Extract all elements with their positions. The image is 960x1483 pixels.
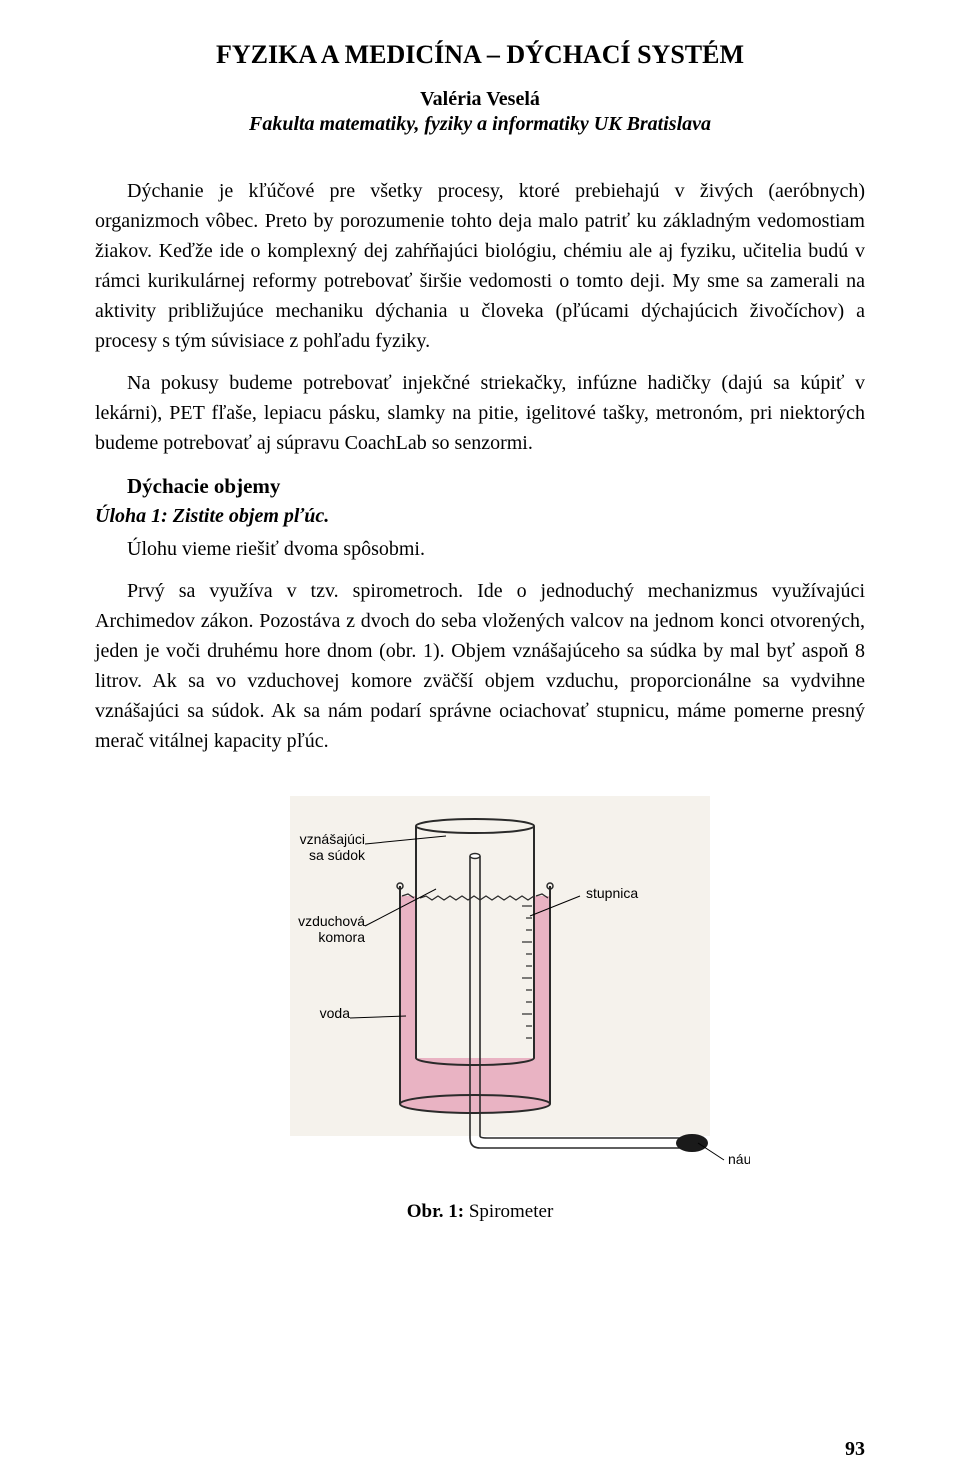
intro-paragraph-1: Dýchanie je kľúčové pre všetky procesy, … bbox=[95, 176, 865, 356]
svg-text:náustok: náustok bbox=[728, 1151, 750, 1167]
task-1-heading: Úloha 1: Zistite objem pľúc. bbox=[95, 505, 865, 528]
svg-text:vznášajúci: vznášajúci bbox=[300, 831, 365, 847]
intro-paragraph-2: Na pokusy budeme potrebovať injekčné str… bbox=[95, 368, 865, 458]
figure-1-caption-label: Obr. 1: bbox=[407, 1201, 464, 1222]
task-1-paragraph: Prvý sa využíva v tzv. spirometroch. Ide… bbox=[95, 576, 865, 756]
svg-text:stupnica: stupnica bbox=[586, 885, 638, 901]
svg-text:komora: komora bbox=[318, 929, 365, 945]
section-heading-dychacie-objemy: Dýchacie objemy bbox=[127, 474, 865, 499]
svg-text:voda: voda bbox=[320, 1005, 351, 1021]
author-name: Valéria Veselá bbox=[95, 88, 865, 111]
svg-text:vzduchová: vzduchová bbox=[298, 913, 365, 929]
page-title: FYZIKA A MEDICÍNA – DÝCHACÍ SYSTÉM bbox=[95, 40, 865, 70]
task-1-line1: Úlohu vieme riešiť dvoma spôsobmi. bbox=[95, 534, 865, 564]
page-number: 93 bbox=[845, 1438, 865, 1461]
figure-1-caption: Obr. 1: Spirometer bbox=[95, 1201, 865, 1223]
page: FYZIKA A MEDICÍNA – DÝCHACÍ SYSTÉM Valér… bbox=[0, 0, 960, 1483]
spirometer-diagram: vznášajúcisa súdok vzduchovákomora voda stu… bbox=[210, 786, 750, 1186]
figure-1-caption-text: Spirometer bbox=[464, 1201, 553, 1222]
svg-text:sa súdok: sa súdok bbox=[309, 847, 366, 863]
figure-1-spirometer: vznášajúcisa súdok vzduchovákomora voda stu… bbox=[95, 786, 865, 1223]
author-affiliation: Fakulta matematiky, fyziky a informatiky… bbox=[95, 113, 865, 136]
